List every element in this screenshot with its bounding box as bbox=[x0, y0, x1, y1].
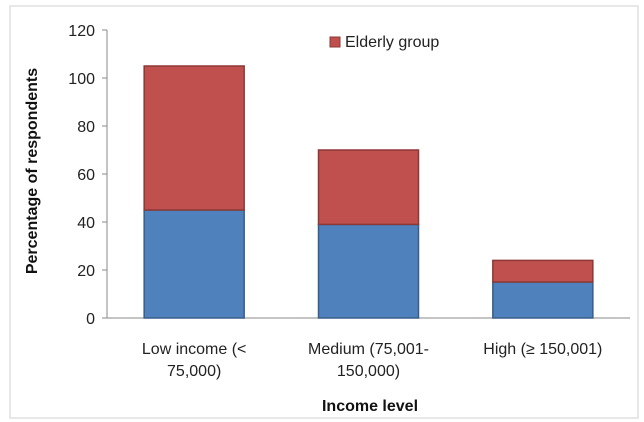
y-axis-ticks: 0 20 40 60 80 100 120 bbox=[68, 23, 107, 328]
y-tick-label: 40 bbox=[77, 215, 95, 232]
legend: Elderly group bbox=[329, 34, 439, 51]
legend-swatch bbox=[329, 36, 341, 48]
y-tick-label: 120 bbox=[68, 23, 95, 40]
y-axis-title: Percentage of respondents bbox=[24, 68, 41, 274]
bar-segment-series-1-cat-1 bbox=[143, 209, 245, 319]
bar-segment-series-1-cat-3 bbox=[492, 281, 594, 319]
y-tick-label: 100 bbox=[68, 71, 95, 88]
bar-segment-series-2-cat-3 bbox=[492, 259, 594, 283]
x-tick-label: Medium (75,001-150,000) bbox=[308, 341, 429, 380]
bar-segment-series-2-cat-2 bbox=[317, 149, 420, 226]
x-tick-label: Low income (< 75,000) bbox=[142, 341, 247, 380]
y-tick-label: 60 bbox=[77, 167, 95, 184]
y-tick-label: 20 bbox=[77, 263, 95, 280]
y-tick-label: 80 bbox=[77, 119, 95, 136]
bar-segment-series-2-cat-1 bbox=[143, 65, 245, 211]
x-tick-label: High (≥ 150,001) bbox=[483, 341, 602, 358]
y-tick-label: 0 bbox=[86, 311, 95, 328]
x-axis-tick-labels: Low income (< 75,000) Medium (75,001-150,0… bbox=[142, 341, 602, 380]
x-axis-title: Income level bbox=[322, 398, 418, 415]
bar-segment-series-1-cat-2 bbox=[317, 223, 420, 319]
bars bbox=[143, 65, 594, 319]
chart-border bbox=[9, 5, 639, 419]
legend-label: Elderly group bbox=[345, 34, 439, 51]
